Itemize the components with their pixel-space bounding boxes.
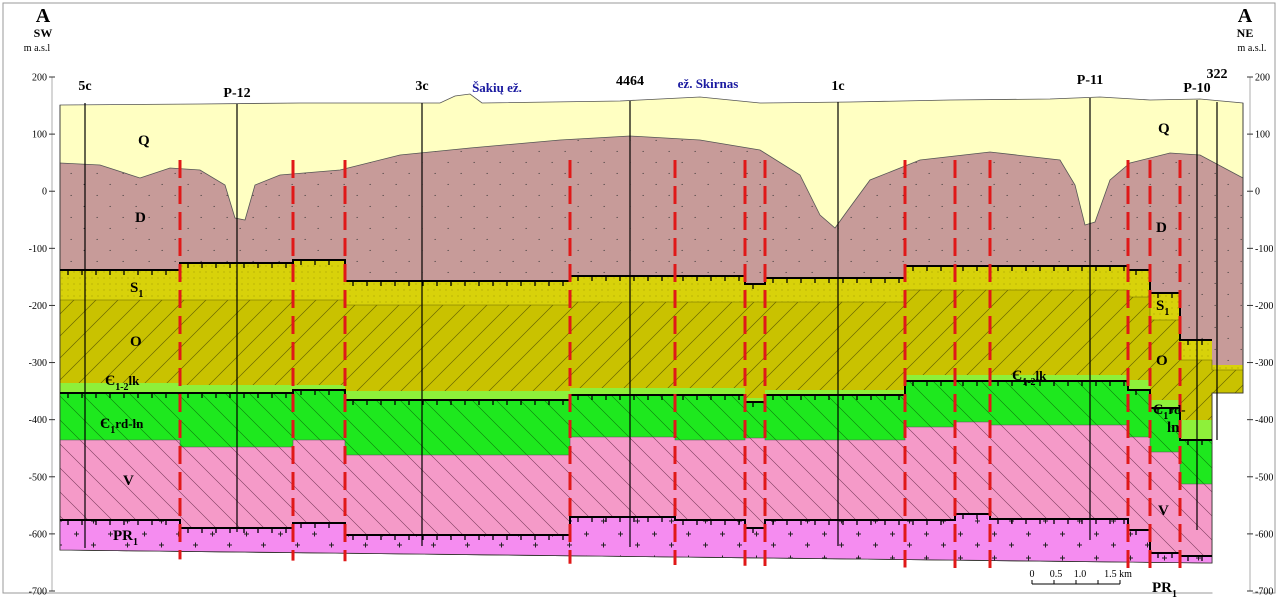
well-label: 3c <box>415 79 428 94</box>
lake-label: Šakių ež. <box>472 80 522 95</box>
label-part: rd- <box>1168 402 1185 417</box>
layer-label: V <box>1158 503 1169 519</box>
lake-label: ež. Skirnas <box>678 76 739 91</box>
label-part: lk <box>1036 368 1048 383</box>
axis-tick-label: -700 <box>29 587 47 597</box>
axis-tick-label: 0 <box>1255 187 1260 198</box>
axis-tick-label: -200 <box>1255 301 1273 312</box>
axis-tick-label: -400 <box>29 415 47 426</box>
axis-tick-label: -100 <box>1255 244 1273 255</box>
label-part: Q <box>138 133 150 149</box>
axis-tick-label: -500 <box>1255 472 1273 483</box>
label-part: Є <box>100 416 110 432</box>
direction: SW <box>34 26 53 40</box>
well-label: P-12 <box>223 86 250 101</box>
label-part: rd-ln <box>115 416 144 431</box>
label-part: 1 <box>1172 589 1177 597</box>
label-part: D <box>135 210 146 226</box>
axis-tick-label: -600 <box>1255 529 1273 540</box>
label-part: 1 <box>133 537 138 548</box>
unit: m a.s.l. <box>1238 43 1267 54</box>
unit: m a.s.l <box>24 43 51 54</box>
well-label: 4464 <box>616 74 644 89</box>
axis-tick-label: 0 <box>42 187 47 198</box>
scale-label: 1.0 <box>1074 569 1087 580</box>
label-part: O <box>130 334 142 350</box>
label-part: 1 <box>138 289 143 300</box>
axis-tick-label: -700 <box>1255 587 1273 597</box>
layer-label: Q <box>138 133 150 149</box>
layer-label: O <box>1156 353 1168 369</box>
section-end: A <box>1238 5 1253 27</box>
label-part: 1-2 <box>115 382 128 393</box>
scale-label: 0 <box>1030 569 1035 580</box>
well-label: P-10 <box>1183 81 1210 96</box>
axis-tick-label: -100 <box>29 244 47 255</box>
layer-label: O <box>130 334 142 350</box>
section-end: A <box>36 5 51 27</box>
label-part: Є <box>105 373 115 389</box>
label-part: PR <box>1152 580 1172 596</box>
layer-label: D <box>135 210 146 226</box>
axis-tick-label: 200 <box>1255 73 1270 84</box>
axis-tick-label: -300 <box>29 358 47 369</box>
label-part: Q <box>1158 121 1170 137</box>
label-part: V <box>123 473 134 489</box>
mask <box>1213 394 1253 594</box>
axis-tick-label: 100 <box>32 130 47 141</box>
layer-label: ln <box>1167 420 1180 436</box>
label-part: V <box>1158 503 1169 519</box>
label-part: O <box>1156 353 1168 369</box>
label-part: Є <box>1153 402 1163 418</box>
label-part: S <box>130 280 138 296</box>
scale-label: 1.5 km <box>1104 569 1132 580</box>
layer-label: V <box>123 473 134 489</box>
axis-tick-label: -300 <box>1255 358 1273 369</box>
layer-label: D <box>1156 220 1167 236</box>
axis-tick-label: -200 <box>29 301 47 312</box>
axis-tick-label: -400 <box>1255 415 1273 426</box>
axis-tick-label: -600 <box>29 529 47 540</box>
label-part: 1-2 <box>1022 377 1035 388</box>
label-part: D <box>1156 220 1167 236</box>
label-part: PR <box>113 528 133 544</box>
layer-label: PR1 <box>1152 580 1177 597</box>
direction: NE <box>1237 26 1254 40</box>
axis-tick-label: 200 <box>32 73 47 84</box>
axis-tick-label: -500 <box>29 472 47 483</box>
axis-tick-label: 100 <box>1255 130 1270 141</box>
cross-section: . . 5cP-123c44641cP-11P-10322Šakių ež.ež… <box>0 0 1279 597</box>
well-label: 322 <box>1207 67 1228 82</box>
label-part: Є <box>1012 368 1022 384</box>
scale-label: 0.5 <box>1050 569 1063 580</box>
label-part: S <box>1156 298 1164 314</box>
label-part: 1 <box>1164 307 1169 318</box>
well-label: 5c <box>78 79 91 94</box>
well-label: P-11 <box>1077 73 1103 88</box>
well-label: 1c <box>831 79 844 94</box>
layer-label: Q <box>1158 121 1170 137</box>
label-part: lk <box>129 373 141 388</box>
